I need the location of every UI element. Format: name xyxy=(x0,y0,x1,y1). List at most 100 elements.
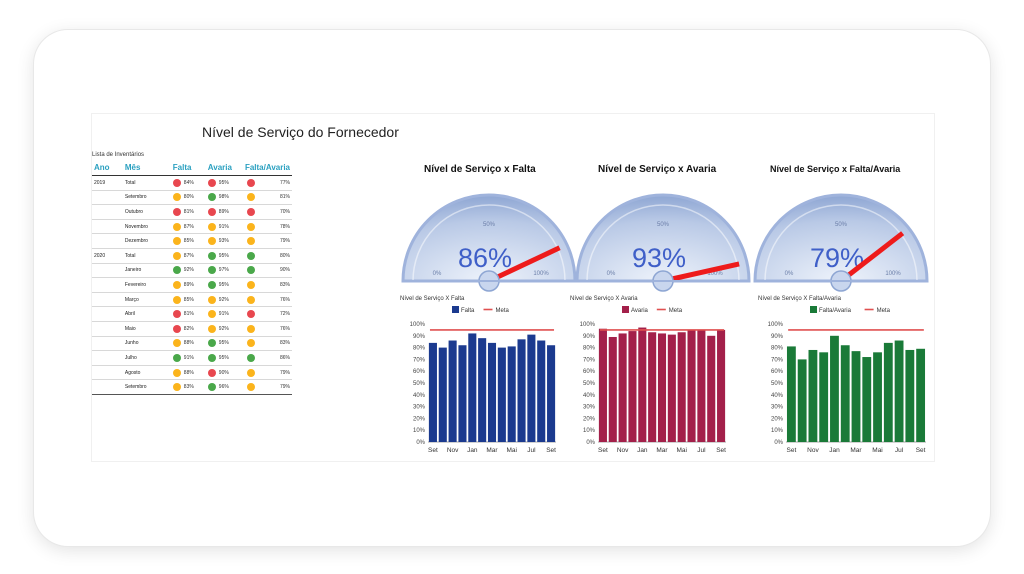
x-tick-label: Mai xyxy=(872,447,882,454)
cell-value: 95% xyxy=(218,252,229,259)
bar xyxy=(497,347,506,442)
x-tick-label: Set xyxy=(787,447,797,454)
table-row[interactable]: Novembro 87% 91% 78% xyxy=(92,219,292,235)
cell-value: 81% xyxy=(279,194,290,201)
status-dot-icon xyxy=(172,237,181,246)
header-mes[interactable]: Mês xyxy=(122,162,171,176)
status-dot-icon xyxy=(246,368,255,377)
cell-avaria: 95% xyxy=(205,350,243,366)
cell-value: 80% xyxy=(279,252,290,259)
table-row[interactable]: Maio 82% 92% 76% xyxy=(92,321,292,337)
cell-fa: 70% xyxy=(242,204,292,220)
cell-mes: Junho xyxy=(122,336,171,352)
status-dot-icon xyxy=(246,324,255,333)
cell-avaria: 95% xyxy=(205,175,243,191)
cell-value: 95% xyxy=(218,179,229,186)
x-tick-label: Mai xyxy=(506,447,516,454)
cell-value: 98% xyxy=(218,194,229,201)
cell-mes: Outubro xyxy=(122,204,171,220)
cell-avaria: 96% xyxy=(205,379,243,395)
status-dot-icon xyxy=(172,222,181,231)
cell-falta: 92% xyxy=(170,263,206,279)
cell-value: 78% xyxy=(279,223,290,230)
bar xyxy=(894,340,904,442)
cell-value: 82% xyxy=(183,325,194,332)
cell-fa: 79% xyxy=(242,365,292,381)
header-ano[interactable]: Ano xyxy=(92,162,123,176)
legend-label: Meta xyxy=(496,308,510,314)
table-row[interactable]: Julho 91% 95% 86% xyxy=(92,350,292,366)
table-row[interactable]: Setembro 83% 96% 79% xyxy=(92,379,292,395)
table-row[interactable]: Março 85% 92% 76% xyxy=(92,292,292,308)
y-tick-label: 100% xyxy=(768,322,784,328)
cell-avaria: 95% xyxy=(205,247,243,264)
cell-fa: 83% xyxy=(242,277,292,293)
bar xyxy=(819,352,829,442)
chart-title: Nível de Serviço X Falta xyxy=(400,296,465,302)
chart-1: Nível de Serviço X Avaria Avaria Meta 0% 10%… xyxy=(570,296,726,454)
x-tick-label: Set xyxy=(428,447,438,454)
cell-value: 91% xyxy=(183,354,194,361)
table-row[interactable]: 2020 Total 87% 95% 80% xyxy=(92,247,292,264)
legend-swatch xyxy=(622,306,629,313)
y-tick-label: 60% xyxy=(413,369,426,375)
table-row[interactable]: Agosto 88% 90% 79% xyxy=(92,365,292,381)
cell-avaria: 91% xyxy=(205,306,243,322)
table-row[interactable]: Fevereiro 89% 95% 83% xyxy=(92,277,292,293)
cell-falta: 85% xyxy=(170,292,206,308)
table-row[interactable]: Janeiro 92% 97% 90% xyxy=(92,263,292,279)
status-dot-icon xyxy=(246,295,255,304)
cell-value: 91% xyxy=(218,311,229,318)
cell-mes: Abril xyxy=(122,306,171,322)
gauge-title-falta-avaria: Nível de Serviço x Falta/Avaria xyxy=(770,164,901,174)
legend-label: Avaria xyxy=(631,308,649,314)
cell-ano xyxy=(92,306,123,322)
legend-swatch xyxy=(810,306,817,313)
status-dot-icon xyxy=(172,310,181,319)
bar xyxy=(618,333,627,442)
cell-mes: Setembro xyxy=(122,379,171,395)
header-falta[interactable]: Falta xyxy=(170,162,206,176)
x-tick-label: Jan xyxy=(637,447,648,454)
bar xyxy=(687,329,696,442)
status-dot-icon xyxy=(172,178,181,187)
cell-value: 90% xyxy=(279,267,290,274)
cell-ano xyxy=(92,190,123,206)
y-tick-label: 70% xyxy=(413,357,426,363)
table-row[interactable]: Setembro 80% 98% 81% xyxy=(92,190,292,206)
cell-fa: 77% xyxy=(242,175,292,191)
header-falta-avaria[interactable]: Falta/Avaria xyxy=(242,162,292,176)
table-row[interactable]: Outubro 81% 89% 70% xyxy=(92,204,292,220)
y-tick-label: 30% xyxy=(583,405,596,411)
cell-value: 91% xyxy=(218,223,229,230)
cell-mes: Total xyxy=(122,175,171,191)
cell-falta: 81% xyxy=(170,306,206,322)
header-avaria[interactable]: Avaria xyxy=(205,162,243,176)
y-tick-label: 90% xyxy=(771,334,784,340)
y-tick-label: 90% xyxy=(583,334,596,340)
cell-value: 76% xyxy=(279,296,290,303)
y-tick-label: 20% xyxy=(771,416,784,422)
cell-value: 95% xyxy=(218,281,229,288)
cell-falta: 80% xyxy=(170,190,206,206)
status-dot-icon xyxy=(172,207,181,216)
chart-title: Nível de Serviço X Avaria xyxy=(570,296,638,302)
table-row[interactable]: Junho 88% 95% 83% xyxy=(92,336,292,352)
cell-falta: 84% xyxy=(170,175,206,191)
x-tick-label: Nov xyxy=(807,447,819,454)
status-dot-icon xyxy=(172,324,181,333)
table-row[interactable]: Abril 81% 91% 72% xyxy=(92,306,292,322)
status-dot-icon xyxy=(207,237,216,246)
bar xyxy=(608,336,617,442)
bar xyxy=(448,340,457,442)
status-dot-icon xyxy=(246,353,255,362)
bar xyxy=(916,348,926,442)
cell-fa: 79% xyxy=(242,379,292,395)
bar xyxy=(438,347,447,442)
table-row[interactable]: 2019 Total 84% 95% 77% xyxy=(92,175,292,191)
x-tick-label: Set xyxy=(916,447,926,454)
cell-value: 79% xyxy=(279,369,290,376)
bar xyxy=(657,333,667,442)
table-row[interactable]: Dezembro 85% 93% 79% xyxy=(92,233,292,249)
cell-value: 92% xyxy=(218,296,229,303)
